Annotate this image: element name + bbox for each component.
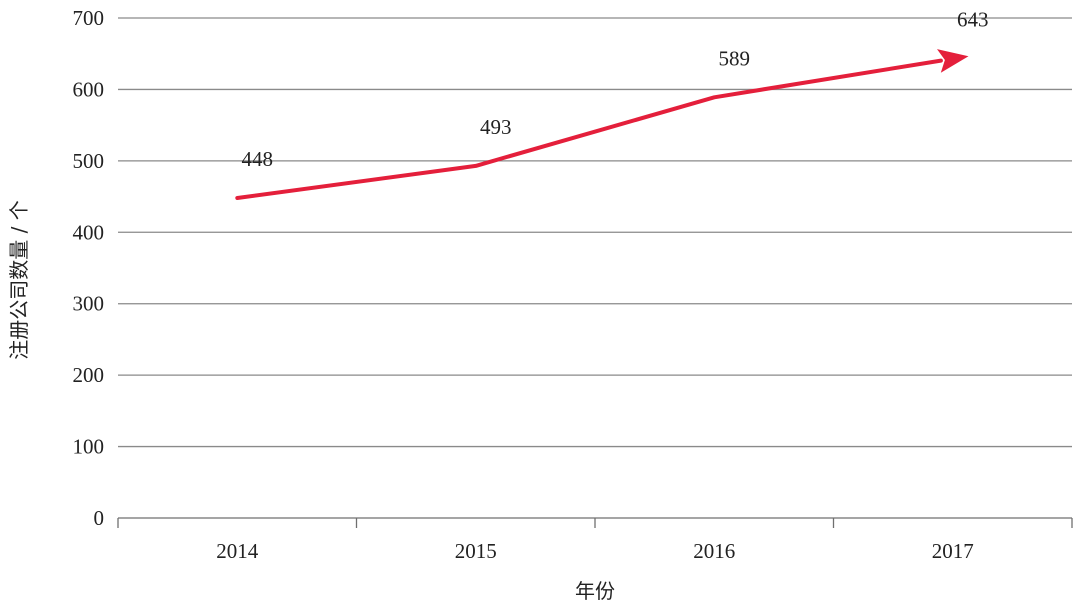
x-tick-label: 2017: [932, 539, 974, 563]
x-tick-label: 2014: [216, 539, 259, 563]
x-tick-label: 2016: [693, 539, 735, 563]
series-line-path: [235, 58, 943, 200]
y-tick-label: 400: [73, 220, 105, 244]
y-axis-ticks: 0 100 200 300 400 500 600 700: [73, 6, 105, 530]
arrow-head-icon: [937, 49, 969, 73]
series-line: [235, 49, 969, 200]
y-tick-label: 200: [73, 363, 105, 387]
x-axis-title: 年份: [575, 579, 615, 603]
y-tick-label: 0: [94, 506, 105, 530]
y-tick-label: 600: [73, 77, 105, 101]
y-tick-label: 300: [73, 292, 105, 316]
data-label-2016: 589: [719, 46, 751, 70]
y-tick-label: 700: [73, 6, 105, 30]
y-tick-label: 500: [73, 149, 105, 173]
x-axis: 2014 2015 2016 2017: [117, 517, 1073, 563]
x-tick-label: 2015: [455, 539, 497, 563]
data-label-2015: 493: [480, 115, 512, 139]
y-axis-title: 注册公司数量 / 个: [7, 200, 31, 359]
data-label-2017: 643: [957, 8, 989, 32]
gridlines: [118, 17, 1072, 448]
data-labels: 448 493 589 643: [242, 8, 989, 171]
y-tick-label: 100: [73, 435, 105, 459]
data-label-2014: 448: [242, 147, 274, 171]
